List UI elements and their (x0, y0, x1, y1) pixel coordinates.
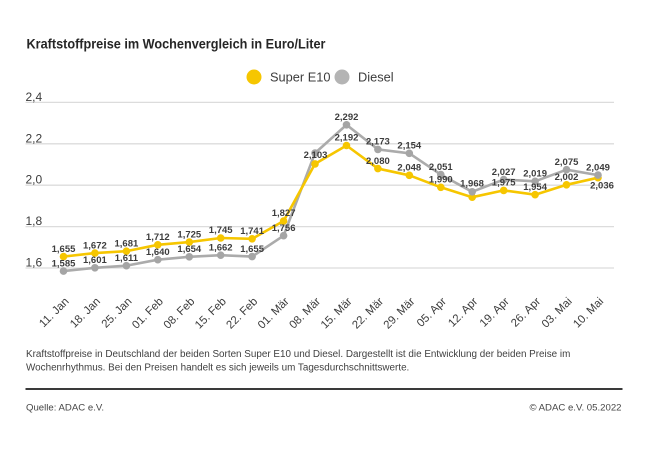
svg-text:Kraftstoffpreise in Deutschlan: Kraftstoffpreise in Deutschland der beid… (26, 349, 570, 360)
svg-text:1,640: 1,640 (146, 247, 170, 258)
svg-text:1,585: 1,585 (52, 258, 76, 269)
svg-text:Quelle: ADAC e.V.: Quelle: ADAC e.V. (26, 403, 104, 414)
svg-text:1,745: 1,745 (209, 225, 233, 236)
svg-text:Kraftstoffpreise im Wochenverg: Kraftstoffpreise im Wochenvergleich in E… (27, 37, 326, 53)
svg-text:2,154: 2,154 (397, 141, 421, 152)
svg-text:1,741: 1,741 (240, 226, 264, 237)
svg-text:1,662: 1,662 (209, 242, 233, 253)
svg-text:1,654: 1,654 (177, 244, 201, 255)
svg-text:© ADAC e.V. 05.2022: © ADAC e.V. 05.2022 (529, 403, 621, 414)
svg-text:Diesel: Diesel (358, 70, 394, 85)
svg-text:1,611: 1,611 (115, 253, 139, 264)
svg-text:1,672: 1,672 (83, 240, 107, 251)
svg-text:2,173: 2,173 (366, 137, 390, 148)
svg-text:1,827: 1,827 (272, 208, 296, 219)
svg-text:2,192: 2,192 (335, 133, 359, 144)
svg-text:2,4: 2,4 (26, 90, 43, 104)
svg-text:2,075: 2,075 (555, 157, 579, 168)
svg-text:2,103: 2,103 (304, 150, 328, 161)
svg-text:2,0: 2,0 (26, 173, 43, 187)
svg-text:2,019: 2,019 (523, 169, 547, 180)
svg-text:1,975: 1,975 (492, 178, 516, 189)
svg-text:1,756: 1,756 (272, 223, 296, 234)
svg-text:2,292: 2,292 (335, 112, 359, 123)
svg-text:1,990: 1,990 (429, 175, 453, 186)
svg-text:2,051: 2,051 (429, 162, 453, 173)
svg-text:1,712: 1,712 (146, 232, 170, 243)
svg-text:1,725: 1,725 (177, 229, 201, 240)
svg-text:2,036: 2,036 (590, 181, 614, 192)
svg-text:2,080: 2,080 (366, 156, 390, 167)
svg-text:1,954: 1,954 (523, 182, 547, 193)
svg-text:2,2: 2,2 (26, 131, 43, 145)
svg-text:2,048: 2,048 (397, 163, 421, 174)
svg-text:1,6: 1,6 (26, 256, 43, 270)
svg-text:2,049: 2,049 (586, 162, 610, 173)
svg-text:1,968: 1,968 (460, 179, 484, 190)
svg-text:1,655: 1,655 (240, 244, 264, 255)
svg-text:2,002: 2,002 (555, 172, 579, 183)
svg-text:Super E10: Super E10 (270, 70, 330, 85)
svg-text:1,601: 1,601 (83, 255, 107, 266)
svg-text:1,681: 1,681 (115, 238, 139, 249)
svg-text:Wochenrhythmus. Bei den Preise: Wochenrhythmus. Bei den Preisen handelt … (26, 363, 409, 374)
svg-text:1,655: 1,655 (52, 244, 76, 255)
svg-text:2,027: 2,027 (492, 167, 516, 178)
svg-text:1,8: 1,8 (26, 214, 43, 228)
